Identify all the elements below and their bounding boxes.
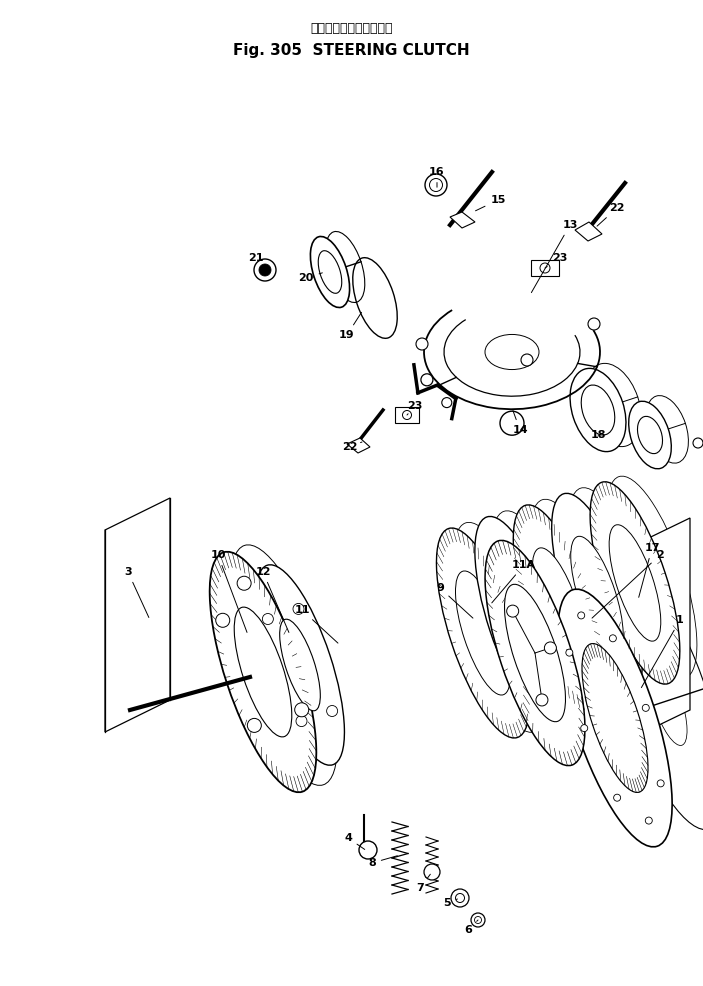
Circle shape [521,354,533,366]
Text: 18: 18 [591,430,606,440]
Ellipse shape [234,607,292,737]
Circle shape [693,438,703,448]
Circle shape [588,318,600,330]
Polygon shape [395,407,419,423]
Text: 5: 5 [443,898,458,908]
Polygon shape [628,518,690,740]
Text: 6: 6 [464,920,478,935]
Ellipse shape [582,644,648,793]
Text: 9: 9 [436,583,473,618]
Text: 11A: 11A [492,560,536,602]
Ellipse shape [590,482,680,684]
Circle shape [507,605,519,617]
Circle shape [441,397,452,407]
Circle shape [262,613,273,624]
Circle shape [259,264,271,276]
Circle shape [500,411,524,435]
Circle shape [293,603,304,614]
Text: 23: 23 [407,401,423,415]
Text: ステアリング　クラッチ: ステアリング クラッチ [310,22,393,35]
Polygon shape [450,212,475,228]
Ellipse shape [570,369,626,452]
Text: 16: 16 [430,167,445,187]
Text: 2: 2 [592,550,664,618]
Circle shape [424,864,440,880]
Circle shape [327,706,337,717]
Circle shape [425,174,447,196]
Circle shape [566,649,573,656]
Circle shape [416,338,428,350]
Text: 12: 12 [255,567,289,632]
Text: 10: 10 [210,550,247,632]
Circle shape [614,794,621,802]
Ellipse shape [311,237,349,308]
Ellipse shape [505,585,565,722]
Ellipse shape [610,525,661,641]
Text: 8: 8 [368,856,397,868]
Circle shape [430,178,442,191]
Circle shape [578,612,585,619]
Ellipse shape [628,401,671,468]
Ellipse shape [485,540,585,765]
Ellipse shape [280,619,321,711]
Circle shape [451,889,469,907]
Ellipse shape [475,517,567,725]
Circle shape [471,913,485,927]
Text: 14: 14 [512,410,528,435]
Ellipse shape [571,536,624,655]
Circle shape [610,635,617,642]
Ellipse shape [256,565,344,765]
Ellipse shape [532,548,586,669]
Polygon shape [347,438,370,453]
Text: 22: 22 [342,442,362,452]
Circle shape [359,841,377,859]
Ellipse shape [494,559,548,681]
Text: 21: 21 [248,253,264,270]
Text: 19: 19 [339,313,361,340]
Ellipse shape [513,505,605,711]
Circle shape [456,893,465,902]
Circle shape [544,642,556,654]
Circle shape [254,259,276,281]
Polygon shape [531,259,559,276]
Text: Fig. 305  STEERING CLUTCH: Fig. 305 STEERING CLUTCH [233,42,470,57]
Circle shape [536,694,548,706]
Circle shape [403,410,411,419]
Circle shape [645,817,652,824]
Text: 17: 17 [639,543,659,598]
Circle shape [247,719,262,733]
Text: 20: 20 [298,273,323,283]
Circle shape [295,703,309,717]
Text: 1: 1 [641,615,684,687]
Text: 13: 13 [531,220,578,293]
Polygon shape [105,498,170,732]
Text: 4: 4 [344,833,365,849]
Ellipse shape [552,493,643,697]
Ellipse shape [437,528,529,738]
Text: 7: 7 [416,875,430,893]
Text: 23: 23 [545,253,568,268]
Ellipse shape [209,552,316,793]
Text: 15: 15 [475,195,505,211]
Ellipse shape [581,385,614,435]
Circle shape [421,374,433,386]
Text: 3: 3 [124,567,149,617]
Polygon shape [575,222,602,241]
Circle shape [216,613,230,627]
Ellipse shape [318,250,342,293]
Circle shape [643,704,650,711]
Ellipse shape [456,571,510,695]
Circle shape [475,917,482,924]
Text: 11: 11 [295,605,338,643]
Circle shape [581,725,588,732]
Circle shape [296,716,307,727]
Circle shape [540,263,550,273]
Ellipse shape [638,416,662,454]
Text: 22: 22 [597,203,625,226]
Circle shape [237,576,251,591]
Ellipse shape [558,590,672,847]
Circle shape [657,780,664,787]
